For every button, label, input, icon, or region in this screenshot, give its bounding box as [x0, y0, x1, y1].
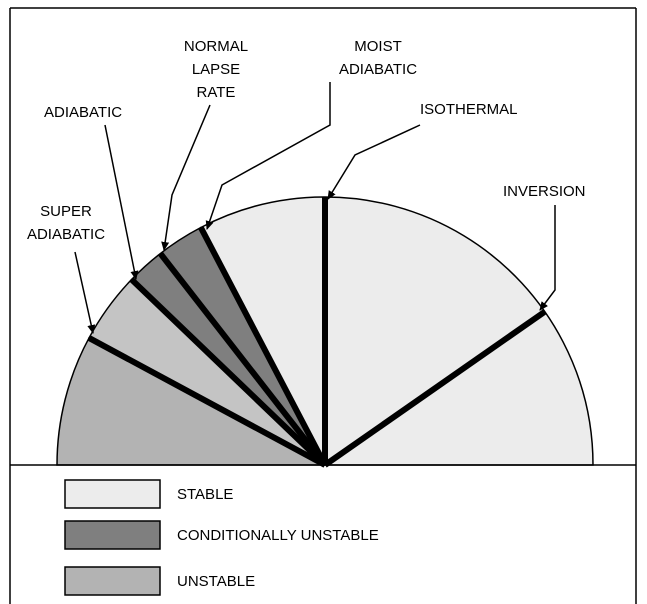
sector [199, 196, 594, 466]
legend-swatch [64, 566, 161, 596]
lapse-line [158, 251, 328, 467]
label: ADIABATIC [27, 226, 105, 243]
label: ISOTHERMAL [420, 101, 518, 118]
label: LAPSE [192, 61, 240, 78]
sector [56, 336, 326, 466]
legend-swatch [64, 520, 161, 550]
legend: STABLE CONDITIONALLY UNSTABLE UNSTABLE [64, 479, 379, 596]
legend-swatch [64, 479, 161, 509]
label: ADIABATIC [44, 104, 122, 121]
label: SUPER [40, 203, 92, 220]
label: ADIABATIC [339, 61, 417, 78]
leaders [74, 82, 556, 334]
lapse-line [129, 277, 328, 468]
legend-label: STABLE [177, 486, 233, 503]
label: NORMAL [184, 38, 248, 55]
label: RATE [197, 84, 236, 101]
label: MOIST [354, 38, 402, 55]
labels: SUPER ADIABATIC ADIABATIC NORMAL LAPSE R… [27, 38, 586, 243]
frame [9, 7, 637, 604]
legend-label: CONDITIONALLY UNSTABLE [177, 527, 379, 544]
lapse-line [198, 226, 328, 467]
lapse-line [323, 309, 547, 468]
legend-label: UNSTABLE [177, 573, 255, 590]
semicircle [56, 196, 594, 468]
label: INVERSION [503, 183, 586, 200]
lapse-line [87, 335, 327, 468]
